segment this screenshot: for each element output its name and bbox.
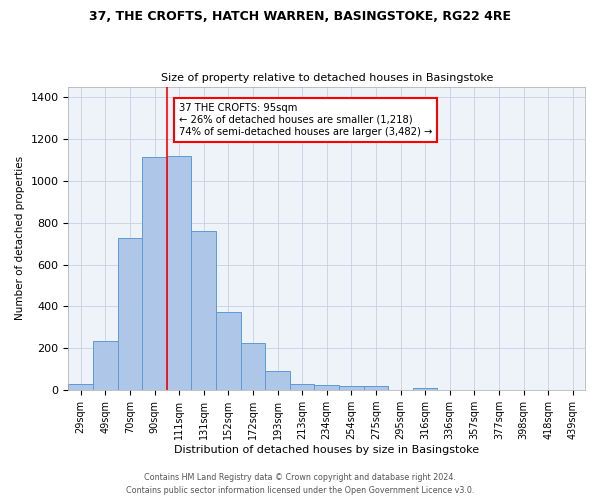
Bar — [413, 388, 437, 390]
Bar — [68, 384, 93, 390]
Bar — [339, 386, 364, 390]
Bar — [314, 385, 339, 390]
Bar — [191, 231, 216, 390]
Text: Contains HM Land Registry data © Crown copyright and database right 2024.
Contai: Contains HM Land Registry data © Crown c… — [126, 474, 474, 495]
Bar — [216, 312, 241, 390]
Y-axis label: Number of detached properties: Number of detached properties — [15, 156, 25, 320]
Text: 37 THE CROFTS: 95sqm
← 26% of detached houses are smaller (1,218)
74% of semi-de: 37 THE CROFTS: 95sqm ← 26% of detached h… — [179, 104, 433, 136]
Bar — [167, 156, 191, 390]
Bar — [142, 156, 167, 390]
Text: 37, THE CROFTS, HATCH WARREN, BASINGSTOKE, RG22 4RE: 37, THE CROFTS, HATCH WARREN, BASINGSTOK… — [89, 10, 511, 23]
Bar — [241, 343, 265, 390]
Bar — [290, 384, 314, 390]
Bar — [93, 341, 118, 390]
X-axis label: Distribution of detached houses by size in Basingstoke: Distribution of detached houses by size … — [174, 445, 479, 455]
Bar — [265, 372, 290, 390]
Bar — [364, 386, 388, 390]
Bar — [118, 238, 142, 390]
Title: Size of property relative to detached houses in Basingstoke: Size of property relative to detached ho… — [161, 73, 493, 83]
